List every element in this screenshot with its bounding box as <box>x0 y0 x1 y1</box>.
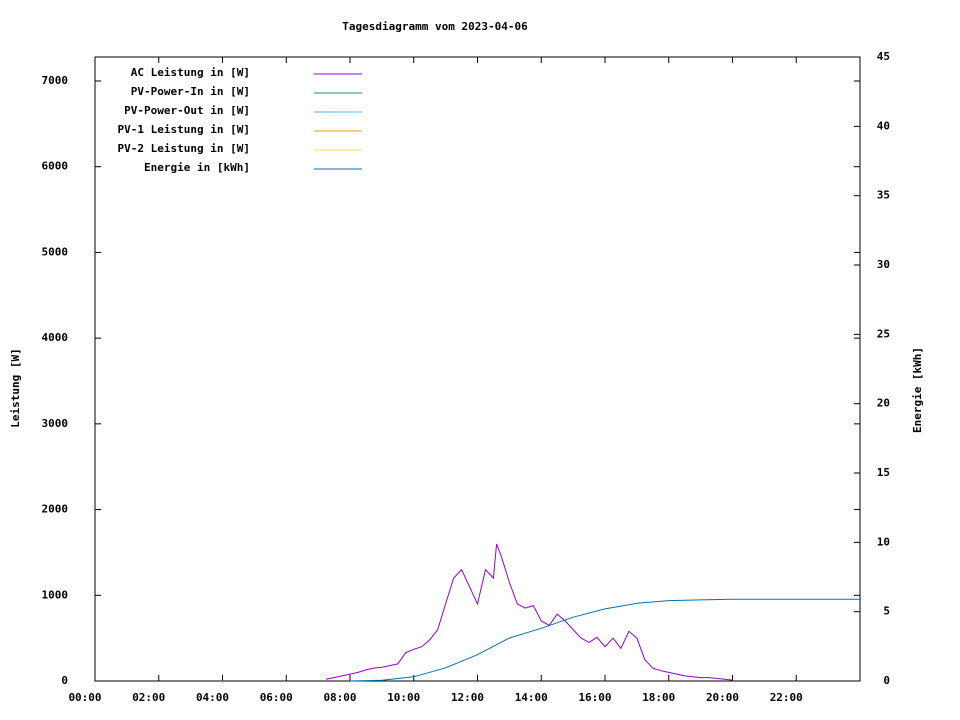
x-tick-label: 08:00 <box>323 691 356 704</box>
y2-tick-label: 35 <box>877 189 890 202</box>
x-tick-label: 10:00 <box>387 691 420 704</box>
x-tick-label: 20:00 <box>706 691 739 704</box>
x-tick-label: 22:00 <box>770 691 803 704</box>
x-tick-label: 00:00 <box>68 691 101 704</box>
y2-tick-label: 40 <box>877 119 890 132</box>
legend-label: PV-1 Leistung in [W] <box>118 123 250 136</box>
x-tick-label: 04:00 <box>196 691 229 704</box>
x-tick-label: 06:00 <box>260 691 293 704</box>
y-tick-label: 0 <box>61 674 68 687</box>
legend-label: PV-Power-In in [W] <box>131 85 250 98</box>
y2-tick-label: 5 <box>883 605 890 618</box>
y-tick-label: 4000 <box>42 331 69 344</box>
y2-tick-label: 30 <box>877 258 890 271</box>
x-tick-label: 14:00 <box>515 691 548 704</box>
legend-label: AC Leistung in [W] <box>131 66 250 79</box>
y2-tick-label: 45 <box>877 50 890 63</box>
y-axis-label: Leistung [W] <box>9 348 22 427</box>
series-line <box>349 598 860 682</box>
legend-label: PV-Power-Out in [W] <box>124 104 250 117</box>
x-tick-label: 18:00 <box>642 691 675 704</box>
y2-tick-label: 15 <box>877 466 890 479</box>
x-tick-label: 16:00 <box>578 691 611 704</box>
y2-tick-label: 10 <box>877 535 890 548</box>
y2-axis-label: Energie [kWh] <box>911 347 924 433</box>
y2-tick-label: 25 <box>877 327 890 340</box>
x-tick-label: 12:00 <box>451 691 484 704</box>
y-tick-label: 5000 <box>42 245 69 258</box>
series-line <box>325 543 733 681</box>
y-tick-label: 6000 <box>42 160 69 173</box>
y-tick-label: 2000 <box>42 503 69 516</box>
chart-title: Tagesdiagramm vom 2023-04-06 <box>342 20 528 33</box>
y-tick-label: 7000 <box>42 74 69 87</box>
legend-label: PV-2 Leistung in [W] <box>118 142 250 155</box>
x-tick-label: 02:00 <box>132 691 165 704</box>
legend-label: Energie in [kWh] <box>144 161 250 174</box>
y-tick-label: 3000 <box>42 417 69 430</box>
y2-tick-label: 20 <box>877 397 890 410</box>
y2-tick-label: 0 <box>883 674 890 687</box>
y-tick-label: 1000 <box>42 588 69 601</box>
